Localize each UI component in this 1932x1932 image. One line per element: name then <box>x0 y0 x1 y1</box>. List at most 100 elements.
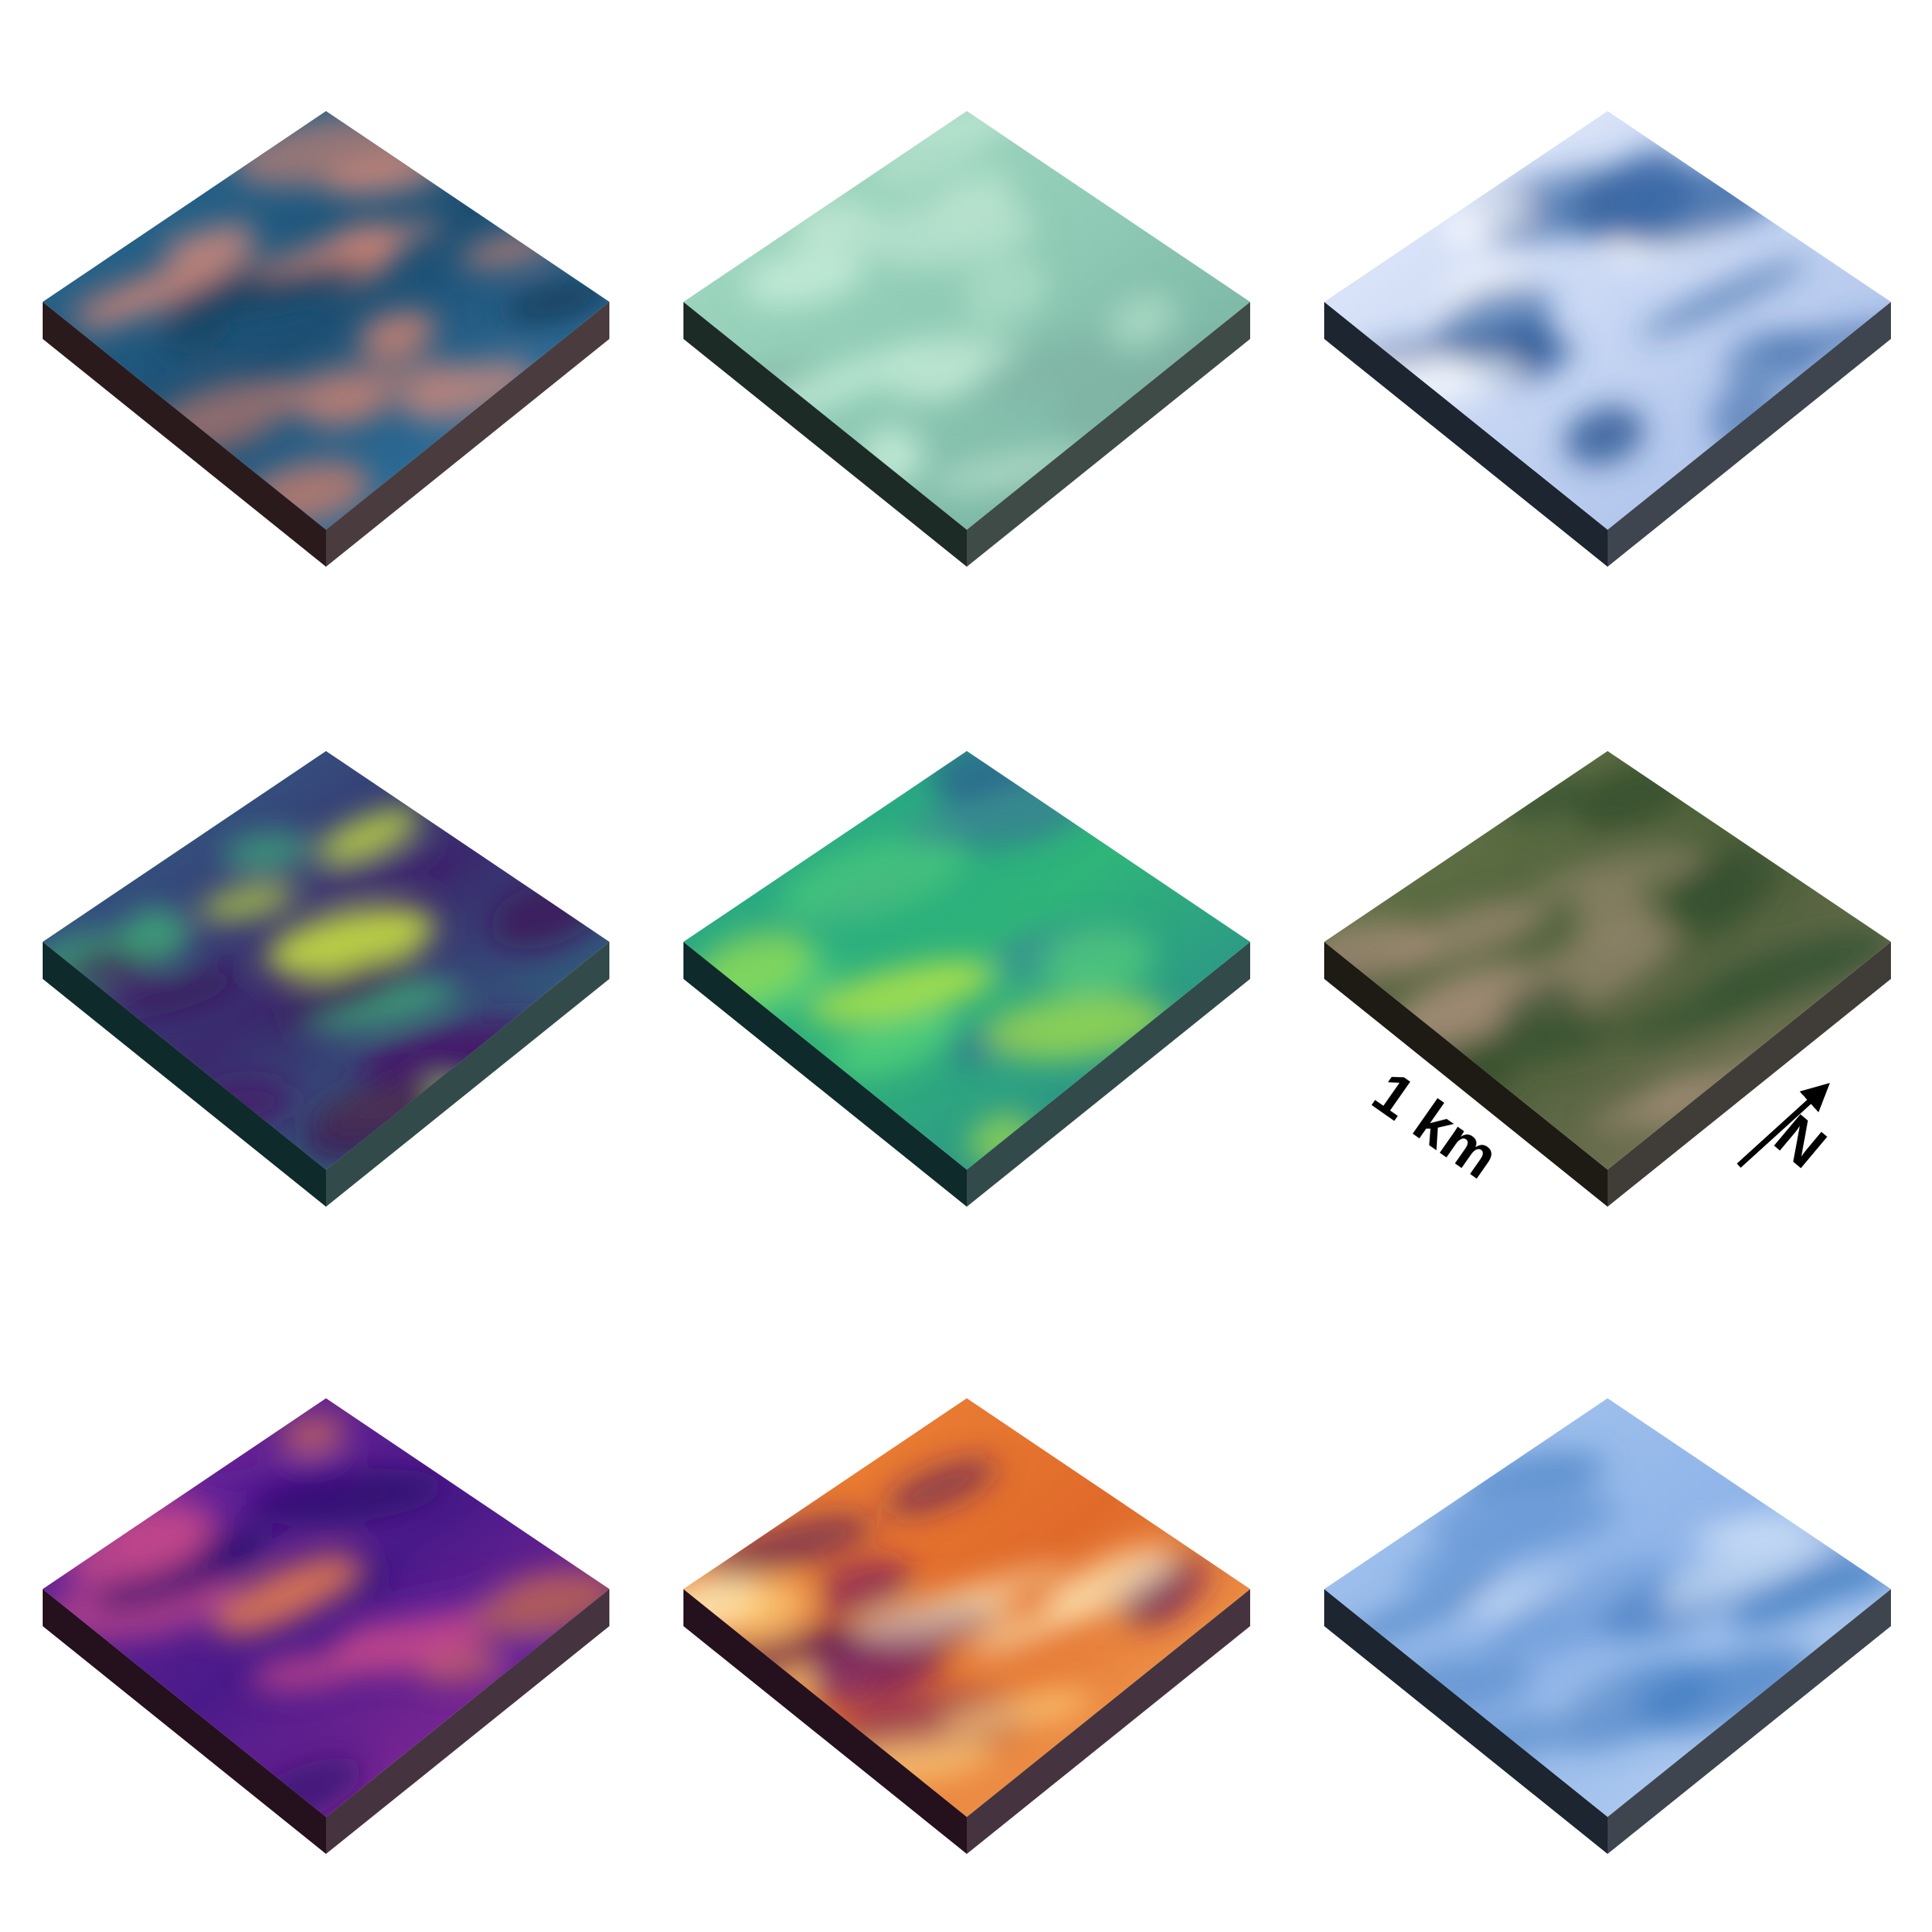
tile-side-left <box>43 302 326 567</box>
texture-blur <box>733 111 1232 496</box>
texture-blob <box>1042 927 1154 994</box>
tile-side-left <box>683 302 967 567</box>
texture-blob <box>159 291 230 353</box>
texture-blob <box>872 114 999 188</box>
texture-blob <box>280 1415 346 1454</box>
tile-side-right <box>967 302 1250 567</box>
texture-blob <box>160 223 256 262</box>
terrain-texture <box>733 111 1232 496</box>
terrain-tile <box>43 751 609 1207</box>
tile-side-left <box>43 1589 326 1854</box>
texture-blob <box>1391 899 1549 965</box>
texture-blob <box>276 956 422 1025</box>
texture-blob <box>704 1514 873 1579</box>
texture-blob <box>983 994 1170 1060</box>
tile-side-left <box>683 1589 967 1854</box>
texture-blob <box>793 201 877 252</box>
texture-blob <box>978 335 1121 402</box>
texture-blob <box>808 960 992 1025</box>
texture-blob <box>729 1578 811 1641</box>
texture-blob <box>1110 294 1176 346</box>
texture-blob <box>1533 847 1706 900</box>
texture-blob <box>199 884 296 921</box>
tile-side-right <box>1608 302 1891 567</box>
texture-blob <box>250 1654 359 1690</box>
texture-blob <box>1621 979 1786 1044</box>
terrain-tile <box>43 1398 609 1854</box>
texture-blob <box>1731 1560 1866 1631</box>
texture-blob <box>1564 406 1645 466</box>
texture-blob <box>886 1459 997 1516</box>
texture-blob <box>1502 778 1587 823</box>
terrain-tile <box>1324 751 1891 1207</box>
tile-side-right <box>1608 942 1891 1207</box>
terrain-tile <box>683 751 1250 1207</box>
texture-blob <box>1484 201 1650 245</box>
tile-grid <box>43 111 1891 1854</box>
texture-blob <box>303 845 452 898</box>
tile-side-right <box>1608 1589 1891 1854</box>
north-label: N <box>1763 1102 1839 1181</box>
tile-side-left <box>1324 942 1608 1207</box>
tile-top <box>683 751 1250 1170</box>
texture-blob <box>1639 259 1806 338</box>
terrain-tile <box>1324 1398 1891 1854</box>
tile-side-right <box>967 1589 1250 1854</box>
texture-blob <box>1641 1647 1816 1734</box>
texture-blob <box>77 244 259 332</box>
texture-blob <box>810 1631 944 1706</box>
texture-blur <box>1324 762 1891 1131</box>
terrain-texture <box>66 114 609 526</box>
texture-blur <box>66 114 609 526</box>
texture-blob <box>222 831 312 874</box>
north-arrow <box>1736 1083 1831 1168</box>
texture-blob <box>743 248 865 308</box>
texture-blob <box>309 980 460 1033</box>
tile-side-right <box>326 942 609 1207</box>
texture-blob <box>245 1468 446 1525</box>
texture-blob <box>817 1558 913 1614</box>
texture-blob <box>1612 147 1697 219</box>
terrain-texture <box>1328 1451 1891 1765</box>
tile-side-right <box>326 1589 609 1854</box>
terrain-tile <box>683 111 1250 567</box>
texture-blob <box>298 381 389 429</box>
tile-side-right <box>326 302 609 567</box>
texture-blob <box>1667 871 1744 937</box>
terrain-texture <box>1324 762 1891 1131</box>
texture-blob <box>1053 367 1158 433</box>
terrain-tile <box>43 111 609 567</box>
texture-blob <box>1044 1546 1176 1621</box>
texture-blob <box>361 1584 510 1630</box>
texture-blob <box>939 1691 1094 1735</box>
tile-side-left <box>683 942 967 1207</box>
texture-blob <box>859 198 1037 267</box>
texture-blob <box>120 907 191 964</box>
texture-blob <box>779 835 966 923</box>
tile-top <box>43 111 609 530</box>
tile-side-left <box>1324 302 1608 567</box>
texture-blob <box>252 221 444 276</box>
tile-side-right <box>967 942 1250 1207</box>
texture-blob <box>935 445 1089 496</box>
texture-blob <box>503 277 609 325</box>
texture-blob <box>214 1554 360 1635</box>
texture-blob <box>1691 1514 1810 1551</box>
texture-blob <box>93 1530 273 1611</box>
tile-side-left <box>43 942 326 1207</box>
texture-blob <box>352 1012 548 1075</box>
texture-blob <box>1489 1563 1674 1655</box>
texture-blob <box>1658 1530 1839 1609</box>
texture-blob <box>1483 1013 1616 1062</box>
texture-blob <box>316 808 421 863</box>
texture-blob <box>962 256 1049 324</box>
texture-blob <box>893 328 1017 385</box>
texture-blob <box>129 969 244 1018</box>
texture-blob <box>1428 1485 1617 1554</box>
texture-blob <box>358 312 436 357</box>
texture-blob <box>851 1594 1016 1644</box>
terrain-tile <box>683 1398 1250 1854</box>
texture-blur <box>1328 1451 1891 1765</box>
terrain-tile <box>1324 111 1891 567</box>
